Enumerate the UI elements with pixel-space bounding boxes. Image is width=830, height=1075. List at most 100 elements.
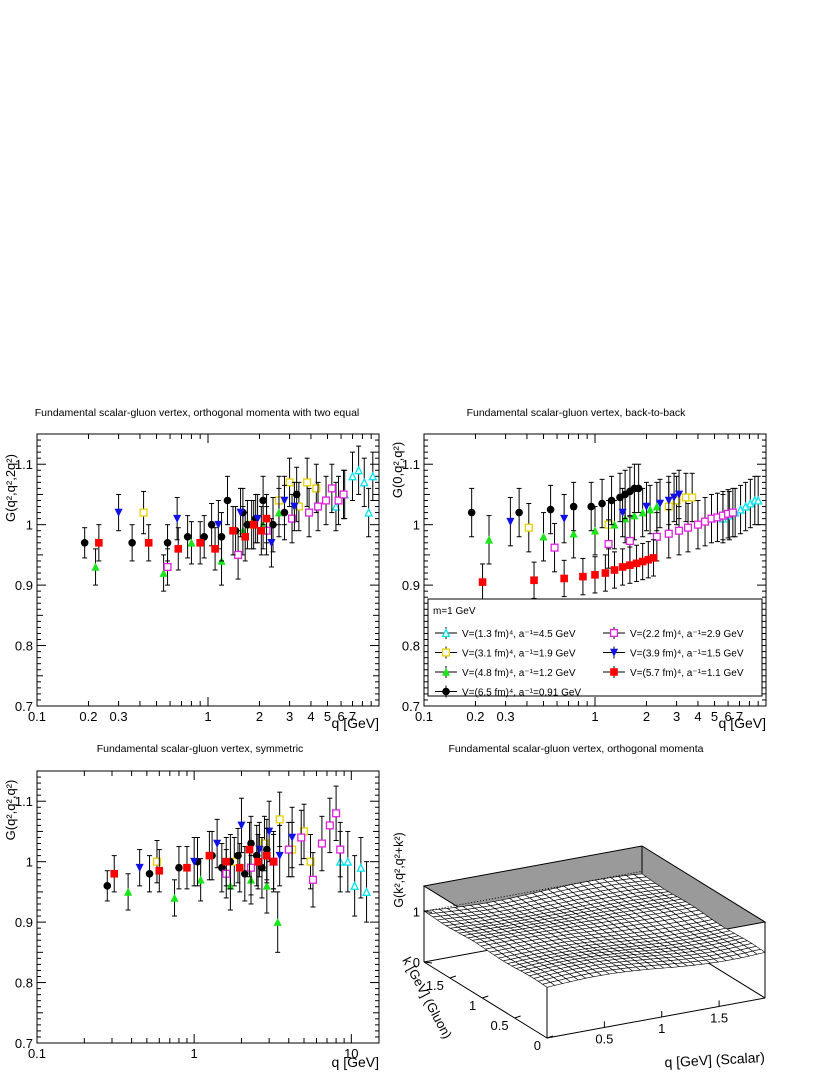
data-point bbox=[274, 508, 284, 517]
data-point bbox=[190, 857, 199, 866]
data-point bbox=[183, 532, 192, 541]
data-point bbox=[223, 496, 232, 505]
series bbox=[550, 487, 737, 573]
data-point bbox=[174, 545, 183, 553]
data-point bbox=[546, 505, 555, 514]
y-tick-label: 0.7 bbox=[15, 1036, 33, 1051]
k-tick-mark bbox=[546, 1035, 554, 1039]
data-point bbox=[254, 857, 262, 866]
axis-ticks: 0.1 0.2 0.3 1 2 3 4 5 6 7 0.7 0.8 0.9 1 1.1 bbox=[15, 433, 380, 724]
chart-title: Fundamental scalar-gluon vertex, orthogo… bbox=[35, 407, 360, 419]
data-point bbox=[688, 493, 697, 502]
data-point bbox=[207, 520, 216, 529]
box-edge bbox=[423, 961, 548, 1039]
data-point bbox=[652, 502, 661, 511]
x-tick-label: 3 bbox=[286, 709, 293, 724]
data-point bbox=[354, 465, 364, 475]
q-tick-label: 0.5 bbox=[595, 1031, 613, 1046]
data-point bbox=[625, 536, 634, 546]
series bbox=[506, 469, 684, 547]
data-point bbox=[303, 478, 312, 487]
legend-entry: V=(4.8 fm)⁴, a⁻¹=1.2 GeV bbox=[435, 666, 576, 679]
data-point bbox=[80, 538, 89, 547]
data-point bbox=[262, 514, 271, 523]
x-tick-label: 5 bbox=[711, 709, 718, 724]
data-point bbox=[321, 496, 331, 505]
data-point bbox=[267, 539, 276, 548]
data-point bbox=[604, 539, 613, 549]
data-point bbox=[350, 880, 360, 890]
z-tick-label: 1 bbox=[413, 904, 420, 919]
box-edge bbox=[546, 997, 766, 1039]
data-point bbox=[262, 881, 271, 890]
legend-label: V=(2.2 fm)⁴, a⁻¹=2.9 GeV bbox=[630, 629, 744, 640]
legend-entry: V=(2.2 fm)⁴, a⁻¹=2.9 GeV bbox=[603, 627, 744, 640]
y-tick-label: 1.1 bbox=[402, 457, 420, 472]
legend-entry: V=(1.3 fm)⁴, a⁻¹=4.5 GeV bbox=[435, 627, 576, 640]
x-tick-label: 1 bbox=[591, 709, 598, 724]
y-tick-label: 1 bbox=[413, 518, 420, 533]
legend-entry: V=(6.5 fm)⁴, a⁻¹=0.91 GeV bbox=[435, 685, 581, 699]
data-point bbox=[308, 875, 318, 884]
data-point bbox=[275, 815, 284, 824]
data-point bbox=[674, 490, 684, 499]
data-point bbox=[634, 484, 643, 493]
data-point bbox=[163, 538, 172, 547]
surface-mesh bbox=[423, 873, 766, 988]
y-tick-label: 1.1 bbox=[15, 794, 33, 809]
data-point bbox=[284, 845, 293, 854]
z-tick-label: 0 bbox=[413, 955, 420, 970]
y-tick-label: 0.8 bbox=[15, 639, 33, 654]
data-point bbox=[95, 539, 103, 547]
data-point bbox=[110, 869, 119, 878]
x-tick-label: 1 bbox=[204, 709, 211, 724]
x-tick-label: 0.1 bbox=[28, 1046, 46, 1061]
data-point bbox=[601, 569, 610, 577]
data-point bbox=[356, 862, 366, 872]
data-point bbox=[159, 568, 168, 577]
series bbox=[110, 821, 278, 893]
data-point bbox=[664, 529, 673, 538]
data-point bbox=[237, 821, 246, 830]
data-point bbox=[211, 545, 219, 553]
data-point bbox=[214, 520, 223, 529]
data-point bbox=[200, 532, 208, 541]
data-point bbox=[587, 502, 595, 511]
plot-frame bbox=[36, 770, 380, 1044]
series bbox=[467, 463, 643, 538]
legend-entry: V=(3.1 fm)⁴, a⁻¹=1.9 GeV bbox=[435, 646, 576, 660]
data-point bbox=[222, 857, 231, 866]
chart-title: Fundamental scalar-gluon vertex, back-to… bbox=[467, 407, 687, 419]
data-point bbox=[173, 514, 182, 523]
data-point bbox=[467, 508, 476, 517]
data-point bbox=[618, 508, 627, 517]
data-point bbox=[288, 833, 297, 842]
data-point bbox=[236, 508, 245, 517]
data-point bbox=[234, 851, 242, 860]
data-point bbox=[664, 496, 673, 505]
data-point bbox=[245, 845, 254, 854]
legend-header: m=1 GeV bbox=[433, 606, 476, 617]
data-point bbox=[693, 520, 703, 529]
legend-marker bbox=[441, 648, 451, 657]
data-point bbox=[368, 471, 378, 481]
z-tick-mark bbox=[423, 910, 433, 913]
k-axis-label: k [GeV] (Gluon) bbox=[399, 954, 455, 1041]
legend-label: V=(3.9 fm)⁴, a⁻¹=1.5 GeV bbox=[630, 649, 744, 660]
y-tick-label: 0.8 bbox=[15, 976, 33, 991]
x-tick-label: 2 bbox=[256, 709, 263, 724]
legend-label: V=(5.7 fm)⁴, a⁻¹=1.1 GeV bbox=[630, 668, 744, 679]
reference-line bbox=[423, 870, 643, 912]
data-point bbox=[700, 517, 710, 526]
x-tick-label: 7 bbox=[349, 709, 356, 724]
data-point bbox=[364, 507, 374, 517]
plot-frame bbox=[36, 433, 380, 707]
data-point bbox=[213, 839, 222, 848]
x-tick-label: 7 bbox=[736, 709, 743, 724]
axis-ticks: 0.1 1 10 0.7 0.8 0.9 1 1.1 bbox=[15, 770, 379, 1061]
data-point bbox=[591, 571, 599, 579]
x-tick-label: 0.2 bbox=[466, 709, 484, 724]
surface-plot: 0 1 0.5 1 1.5 0 0.5 1 1.5 bbox=[413, 845, 767, 1053]
data-point bbox=[325, 821, 334, 830]
data-point bbox=[269, 857, 278, 866]
